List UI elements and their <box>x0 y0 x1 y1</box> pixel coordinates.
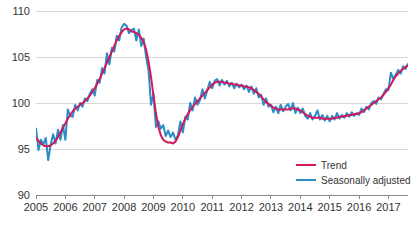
x-tick-label: 2006 <box>53 201 77 213</box>
grid-line <box>36 11 408 12</box>
x-tick <box>388 195 389 199</box>
x-tick <box>65 195 66 199</box>
legend-label: Seasonally adjusted <box>321 175 411 186</box>
x-tick-label: 2011 <box>200 201 224 213</box>
series-line <box>36 28 408 146</box>
x-tick <box>359 195 360 199</box>
grid-line <box>36 57 408 58</box>
x-tick <box>241 195 242 199</box>
x-tick <box>124 195 125 199</box>
x-tick-label: 2012 <box>229 201 253 213</box>
series-line <box>36 24 408 160</box>
plot-area <box>36 24 408 160</box>
y-tick-label: 110 <box>12 5 30 17</box>
x-tick <box>36 195 37 199</box>
x-tick <box>270 195 271 199</box>
y-tick-label: 105 <box>12 51 30 63</box>
y-tick-label: 95 <box>18 143 30 155</box>
x-tick-label: 2008 <box>112 201 136 213</box>
x-tick-label: 2015 <box>317 201 341 213</box>
y-tick-label: 90 <box>18 189 30 201</box>
chart: 90 95 100 105 110 2005 2006 2007 2008 2009 2010 201… <box>0 0 416 227</box>
x-tick <box>300 195 301 199</box>
x-tick-label: 2007 <box>82 201 106 213</box>
x-tick-label: 2017 <box>376 201 400 213</box>
x-tick <box>329 195 330 199</box>
y-tick-label: 100 <box>12 97 30 109</box>
legend-label: Trend <box>321 160 347 171</box>
x-tick-label: 2009 <box>141 201 165 213</box>
x-tick-label: 2016 <box>347 201 371 213</box>
grid-line <box>36 103 408 104</box>
x-tick-label: 2014 <box>288 201 312 213</box>
x-tick <box>94 195 95 199</box>
x-tick <box>212 195 213 199</box>
x-tick-label: 2010 <box>171 201 195 213</box>
x-tick <box>182 195 183 199</box>
legend-swatch <box>296 179 316 181</box>
grid-line <box>36 195 408 196</box>
x-tick-label: 2005 <box>24 201 48 213</box>
x-tick-label: 2013 <box>259 201 283 213</box>
x-tick <box>153 195 154 199</box>
legend-swatch <box>296 164 316 166</box>
grid-line <box>36 149 408 150</box>
